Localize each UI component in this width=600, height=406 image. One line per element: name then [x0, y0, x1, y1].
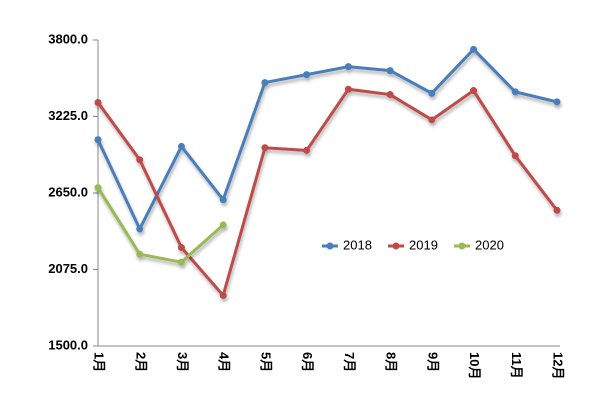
- point: [136, 156, 144, 164]
- x-tick-label: 6月: [300, 352, 315, 372]
- legend-label: 2018: [343, 237, 372, 252]
- point: [511, 88, 519, 96]
- series: [94, 184, 227, 266]
- line: [96, 87, 559, 299]
- x-tick-label: 10月: [467, 352, 482, 379]
- legend-label: 2020: [475, 237, 504, 252]
- x-tick-label: 7月: [342, 352, 357, 372]
- legend-marker: [458, 242, 466, 250]
- point: [94, 99, 102, 107]
- point: [303, 71, 311, 79]
- point: [136, 250, 144, 258]
- x-tick-label: 11月: [509, 352, 524, 379]
- legend-label: 2019: [409, 237, 438, 252]
- point: [386, 67, 394, 75]
- point: [261, 144, 269, 152]
- point: [553, 98, 561, 106]
- x-tick-label: 1月: [92, 352, 107, 372]
- legend-marker: [392, 242, 400, 250]
- series: [94, 45, 561, 233]
- point: [177, 258, 185, 266]
- x-tick-label: 5月: [258, 352, 273, 372]
- point: [219, 196, 227, 204]
- x-tick-label: 3月: [175, 352, 190, 372]
- point: [344, 85, 352, 93]
- y-tick-label: 1500.0: [48, 337, 88, 352]
- x-tick-label: 4月: [217, 352, 232, 372]
- line: [96, 186, 225, 264]
- point: [94, 184, 102, 192]
- point: [261, 79, 269, 87]
- point: [470, 45, 478, 53]
- point: [303, 146, 311, 154]
- point: [219, 291, 227, 299]
- x-tick-label: 2月: [133, 352, 148, 372]
- y-tick-label: 3800.0: [48, 31, 88, 46]
- x-tick-label: 12月: [551, 352, 566, 379]
- y-tick-label: 2650.0: [48, 184, 88, 199]
- point: [177, 142, 185, 150]
- x-tick-label: 9月: [425, 352, 440, 372]
- point: [344, 63, 352, 71]
- point: [553, 206, 561, 214]
- y-tick-label: 3225.0: [48, 108, 88, 123]
- y-tick-label: 2075.0: [48, 261, 88, 276]
- legend-marker: [326, 242, 334, 250]
- point: [219, 221, 227, 229]
- series: [94, 85, 561, 299]
- x-tick-label: 8月: [384, 352, 399, 372]
- point: [511, 152, 519, 160]
- point: [386, 91, 394, 99]
- point: [94, 136, 102, 144]
- point: [136, 225, 144, 233]
- point: [177, 244, 185, 252]
- line: [96, 47, 558, 233]
- point: [428, 89, 436, 97]
- point: [470, 87, 478, 95]
- point: [428, 116, 436, 124]
